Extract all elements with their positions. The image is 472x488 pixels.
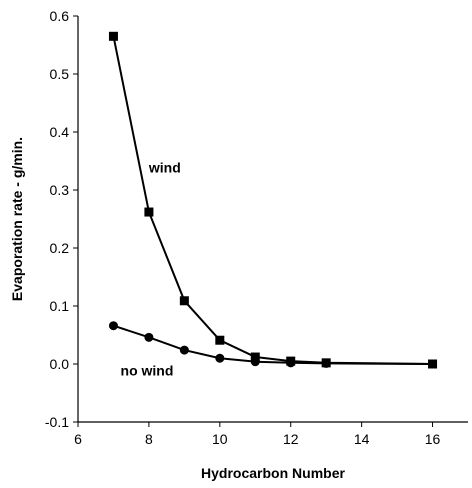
circle-marker	[179, 345, 189, 355]
x-tick-label: 14	[354, 431, 370, 447]
circle-marker	[286, 358, 296, 368]
y-tick-label: 0.0	[50, 356, 70, 372]
x-tick-label: 16	[425, 431, 441, 447]
annotation-label: no wind	[121, 363, 174, 379]
y-tick-label: 0.2	[50, 240, 70, 256]
x-tick-label: 8	[145, 431, 153, 447]
x-axis-ticks: 6 8 10 12 14 16	[74, 422, 441, 447]
y-tick-label: 0.1	[50, 298, 70, 314]
series-line-0	[112, 36, 433, 365]
circle-marker	[250, 357, 260, 367]
circle-marker	[428, 359, 438, 369]
y-tick-label: 0.4	[50, 124, 70, 140]
circle-marker	[108, 321, 118, 331]
square-marker	[108, 31, 118, 41]
circle-marker	[144, 332, 154, 342]
x-tick-label: 6	[74, 431, 82, 447]
circle-marker	[321, 358, 331, 368]
x-tick-label: 10	[212, 431, 228, 447]
annotations: wind no wind	[121, 160, 181, 379]
square-marker	[250, 352, 260, 362]
y-tick-label: 0.6	[50, 8, 70, 24]
series-line-1	[113, 324, 433, 365]
y-tick-label: 0.5	[50, 66, 70, 82]
annotation-label: wind	[148, 160, 181, 176]
x-axis-title: Hydrocarbon Number	[201, 465, 345, 481]
y-axis-title: Evaporation rate - g/min.	[9, 137, 25, 301]
square-marker	[179, 296, 189, 306]
series-layer	[108, 31, 438, 369]
x-tick-label: 12	[283, 431, 299, 447]
y-axis-ticks: -0.1 0.0 0.1 0.2 0.3 0.4 0.5 0.6	[45, 8, 78, 430]
y-tick-label: -0.1	[45, 414, 69, 430]
square-marker	[144, 207, 154, 217]
circle-marker	[215, 353, 225, 363]
axes	[77, 16, 468, 423]
square-marker	[215, 335, 225, 345]
y-tick-label: 0.3	[50, 182, 70, 198]
